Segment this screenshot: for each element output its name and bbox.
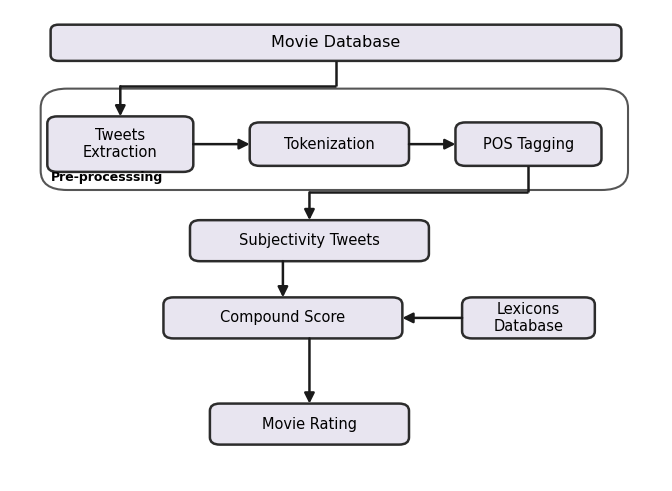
FancyBboxPatch shape xyxy=(41,89,628,190)
FancyBboxPatch shape xyxy=(250,122,409,166)
Text: Subjectivity Tweets: Subjectivity Tweets xyxy=(239,233,380,248)
Text: Movie Rating: Movie Rating xyxy=(262,416,357,432)
Text: Pre-processsing: Pre-processsing xyxy=(50,171,163,184)
Text: Tokenization: Tokenization xyxy=(284,136,375,152)
FancyBboxPatch shape xyxy=(47,116,194,172)
Text: Compound Score: Compound Score xyxy=(220,310,345,326)
Text: Movie Database: Movie Database xyxy=(271,35,401,50)
FancyBboxPatch shape xyxy=(50,25,622,61)
Text: Tweets
Extraction: Tweets Extraction xyxy=(83,128,158,161)
FancyBboxPatch shape xyxy=(190,220,429,261)
FancyBboxPatch shape xyxy=(163,298,403,338)
FancyBboxPatch shape xyxy=(462,298,595,338)
FancyBboxPatch shape xyxy=(456,122,601,166)
Text: POS Tagging: POS Tagging xyxy=(483,136,574,152)
FancyBboxPatch shape xyxy=(210,404,409,444)
Text: Lexicons
Database: Lexicons Database xyxy=(493,301,563,334)
